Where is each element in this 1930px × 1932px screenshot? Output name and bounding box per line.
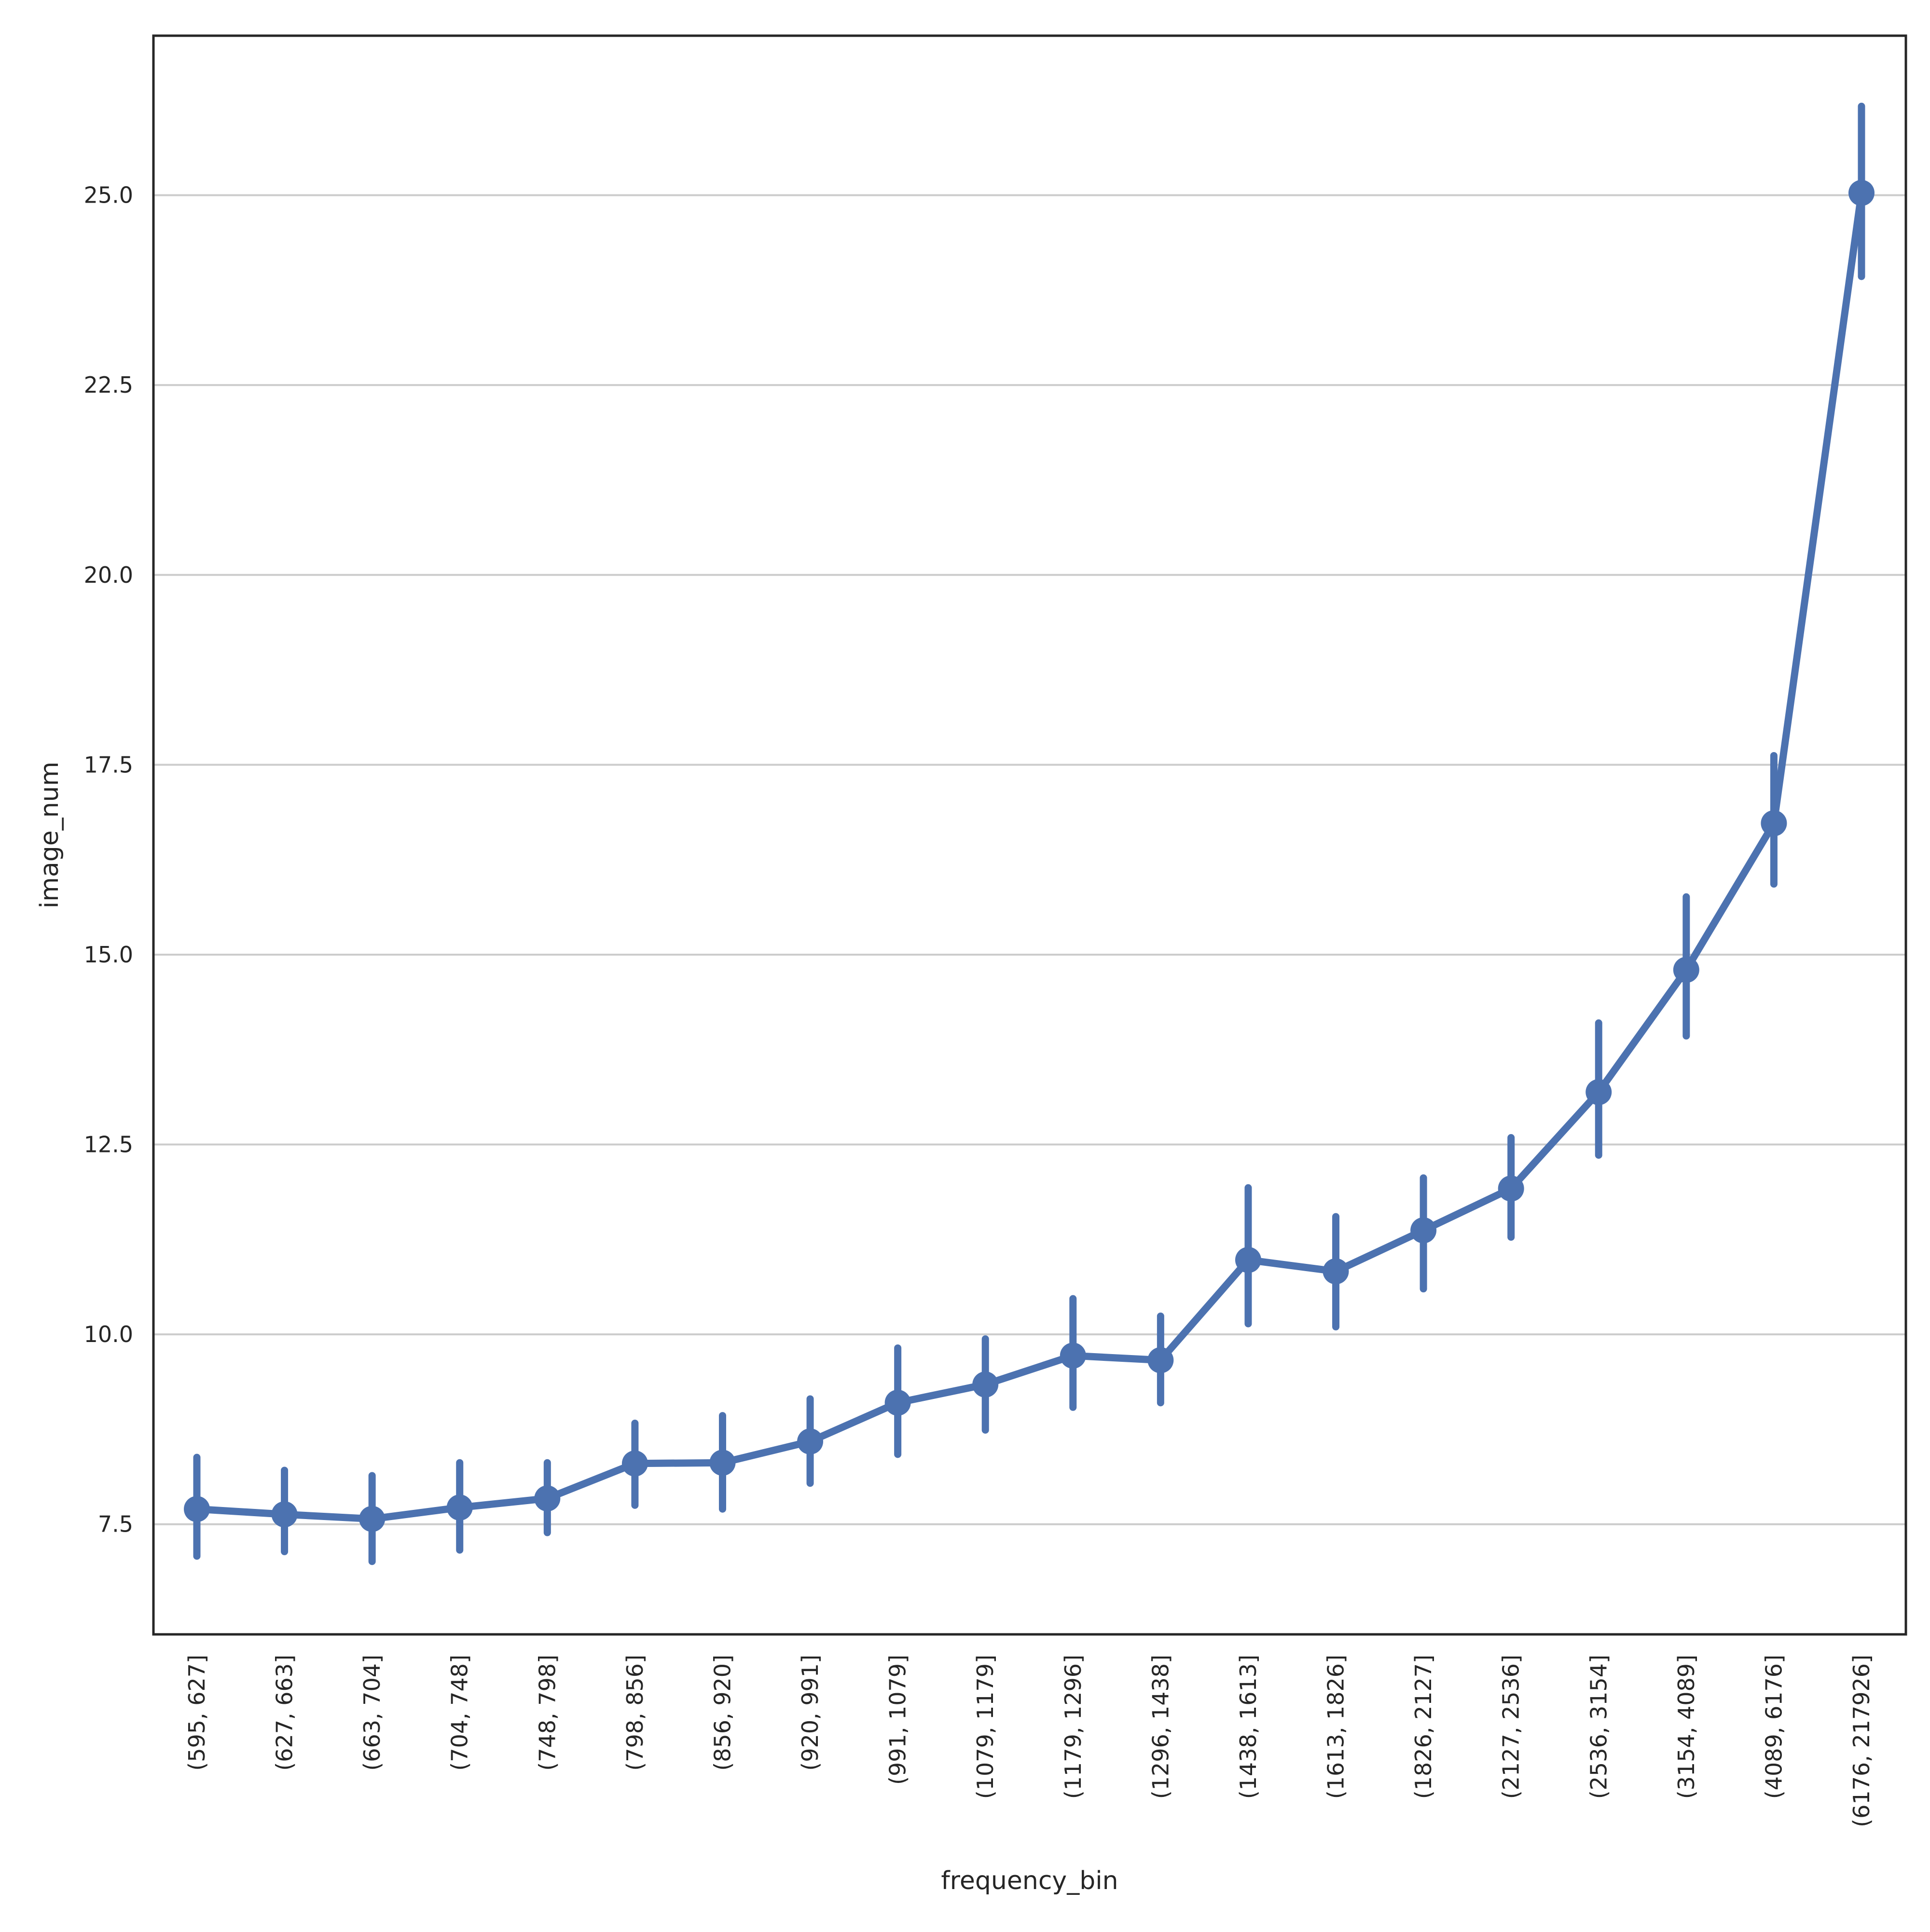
x-tick-label: (4089, 6176] — [1761, 1655, 1787, 1799]
x-tick-label: (1296, 1438] — [1147, 1655, 1173, 1799]
series-layer — [184, 102, 1875, 1565]
series-line — [193, 189, 1865, 1523]
data-point — [1410, 1217, 1437, 1244]
data-point — [1585, 1079, 1612, 1105]
y-tick-labels: 7.5 10.0 12.5 15.0 17.5 20.0 22.5 25.0 — [84, 182, 133, 1537]
y-tick-label: 22.5 — [84, 372, 133, 398]
data-point — [534, 1485, 561, 1512]
data-point — [1498, 1175, 1524, 1202]
plot-frame — [152, 34, 1907, 1636]
data-point — [359, 1506, 386, 1532]
x-tick-label: (1613, 1826] — [1323, 1655, 1349, 1799]
x-tick-label: (3154, 4089] — [1673, 1655, 1699, 1799]
x-tick-label: (627, 663] — [272, 1655, 298, 1771]
gridlines — [153, 194, 1906, 1525]
x-tick-label: (748, 798] — [534, 1655, 560, 1771]
x-axis-label: frequency_bin — [941, 1866, 1118, 1895]
y-tick-label: 15.0 — [84, 942, 133, 968]
y-tick-label: 20.0 — [84, 562, 133, 588]
x-tick-labels: (595, 627] (627, 663] (663, 704] (704, 748]… — [184, 1655, 1875, 1827]
x-tick-label: (856, 920] — [709, 1655, 735, 1771]
y-tick-label: 7.5 — [98, 1511, 133, 1537]
x-tick-label: (2127, 2536] — [1498, 1655, 1524, 1799]
x-tick-label: (1826, 2127] — [1410, 1655, 1436, 1799]
data-point — [271, 1501, 298, 1528]
x-tick-label: (1438, 1613] — [1235, 1655, 1261, 1799]
data-point — [1060, 1343, 1086, 1369]
y-tick-label: 17.5 — [84, 752, 133, 778]
data-point — [184, 1496, 210, 1522]
x-tick-label: (920, 991] — [797, 1655, 823, 1771]
y-axis-label: image_num — [35, 762, 64, 909]
data-point — [621, 1450, 648, 1477]
data-point — [972, 1371, 999, 1398]
data-point — [1848, 179, 1875, 206]
data-point — [1235, 1247, 1261, 1273]
data-point — [709, 1450, 736, 1476]
y-tick-label: 25.0 — [84, 182, 133, 208]
x-tick-label: (1179, 1296] — [1060, 1655, 1086, 1799]
x-tick-label: (595, 627] — [184, 1655, 210, 1771]
data-point — [1761, 810, 1787, 836]
data-point — [1323, 1258, 1349, 1285]
x-tick-label: (704, 748] — [447, 1655, 473, 1771]
x-tick-label: (1079, 1179] — [972, 1655, 998, 1799]
data-point — [884, 1389, 911, 1416]
x-tick-label: (991, 1079] — [885, 1655, 911, 1785]
data-point — [446, 1494, 473, 1521]
data-point — [1147, 1347, 1174, 1373]
data-point — [1673, 957, 1699, 983]
data-point — [797, 1428, 824, 1455]
x-tick-label: (2536, 3154] — [1585, 1655, 1612, 1799]
x-tick-label: (798, 856] — [622, 1655, 648, 1771]
x-tick-label: (663, 704] — [359, 1655, 385, 1771]
y-tick-label: 10.0 — [84, 1321, 133, 1347]
y-tick-label: 12.5 — [84, 1132, 133, 1158]
x-tick-label: (6176, 217926] — [1848, 1655, 1875, 1827]
